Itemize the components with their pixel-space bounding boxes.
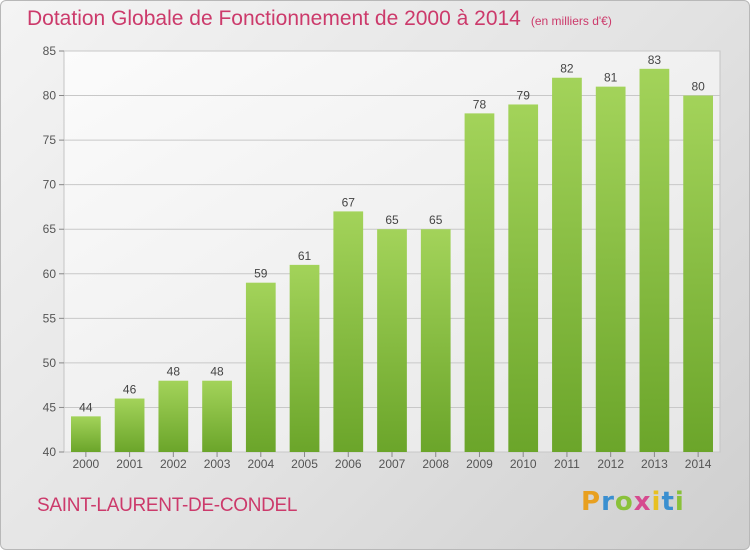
y-tick-label: 55 [43, 311, 57, 325]
bar-2008[interactable] [420, 229, 451, 452]
chart-title-text: Dotation Globale de Fonctionnement de 20… [27, 7, 521, 30]
x-tick-label-2006: 2006 [335, 457, 362, 471]
bars [70, 68, 714, 453]
logo-letter: t [661, 487, 675, 517]
x-tick-label-2001: 2001 [116, 457, 143, 471]
logo-letter: i [651, 487, 662, 517]
commune-name: SAINT-LAURENT-DE-CONDEL [37, 495, 298, 516]
bar-2005[interactable] [289, 264, 320, 452]
data-label-2007: 65 [385, 213, 399, 227]
y-tick-label: 80 [43, 89, 57, 103]
x-tick-label-2012: 2012 [597, 457, 624, 471]
x-tick-label-2013: 2013 [641, 457, 668, 471]
bar-2014[interactable] [683, 95, 714, 453]
bar-2003[interactable] [202, 380, 232, 452]
chart-subtitle: (en milliers d'€) [530, 14, 612, 28]
y-tick-label: 40 [43, 445, 57, 459]
y-tick-label: 70 [43, 178, 57, 192]
data-label-2001: 46 [123, 383, 137, 397]
bar-2011[interactable] [552, 77, 582, 452]
data-label-2000: 44 [79, 400, 93, 414]
x-tick-label-2009: 2009 [466, 457, 493, 471]
bar-2004[interactable] [245, 282, 276, 452]
data-label-2008: 65 [429, 213, 443, 227]
data-label-2006: 67 [342, 195, 356, 209]
x-tick-label-2003: 2003 [204, 457, 231, 471]
data-label-2009: 78 [473, 97, 487, 111]
data-label-2010: 79 [517, 88, 531, 102]
bar-2000[interactable] [70, 416, 101, 452]
y-tick-label: 85 [43, 44, 57, 58]
bar-2007[interactable] [377, 229, 407, 452]
x-tick-label-2007: 2007 [379, 457, 406, 471]
y-tick-label: 50 [43, 356, 57, 370]
proxiti-logo[interactable]: Proxiti [581, 487, 685, 517]
logo-letter: x [633, 487, 652, 517]
x-tick-label-2005: 2005 [291, 457, 318, 471]
bar-2006[interactable] [333, 211, 364, 452]
bar-2010[interactable] [508, 104, 539, 452]
y-tick-label: 65 [43, 222, 57, 236]
data-label-2005: 61 [298, 249, 312, 263]
x-tick-label-2002: 2002 [160, 457, 187, 471]
data-label-2012: 81 [604, 71, 618, 85]
chart-title: Dotation Globale de Fonctionnement de 20… [27, 7, 612, 31]
logo-letter: o [614, 487, 634, 517]
x-tick-label-2010: 2010 [510, 457, 537, 471]
x-tick-label-2014: 2014 [685, 457, 712, 471]
x-tick-label-2000: 2000 [73, 457, 100, 471]
data-label-2003: 48 [210, 365, 224, 379]
bar-2002[interactable] [158, 380, 189, 452]
bar-2013[interactable] [639, 68, 670, 453]
logo-letter: r [601, 487, 615, 517]
data-label-2013: 83 [648, 53, 662, 67]
y-tick-label: 75 [43, 133, 57, 147]
y-tick-label: 60 [43, 267, 57, 281]
logo-letter: P [581, 487, 602, 517]
logo-letter: i [674, 487, 685, 517]
x-tick-label-2008: 2008 [422, 457, 449, 471]
bar-2001[interactable] [114, 398, 145, 452]
bar-2009[interactable] [464, 113, 495, 452]
x-axis: 2000 2001 2002 2003 2004 2005 2006 2007 2008 2009… [73, 452, 712, 471]
y-axis: 40 45 50 55 60 65 70 75 80 85 [43, 44, 64, 459]
x-tick-label-2011: 2011 [554, 457, 580, 471]
data-labels: 44 46 48 48 59 61 67 65 65 78 79 82 81 83 80 [79, 53, 705, 415]
data-label-2002: 48 [167, 365, 181, 379]
bar-2012[interactable] [595, 86, 626, 453]
data-label-2014: 80 [691, 80, 705, 94]
x-tick-label-2004: 2004 [247, 457, 274, 471]
y-tick-label: 45 [43, 400, 57, 414]
data-label-2011: 82 [560, 62, 574, 76]
data-label-2004: 59 [254, 267, 268, 281]
